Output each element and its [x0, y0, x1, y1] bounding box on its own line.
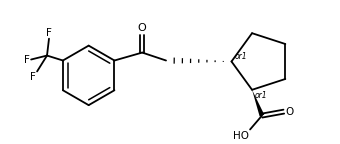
Text: F: F [46, 28, 52, 38]
Text: or1: or1 [235, 52, 247, 60]
Polygon shape [252, 90, 264, 116]
Text: or1: or1 [255, 91, 268, 100]
Text: F: F [24, 55, 30, 65]
Text: HO: HO [233, 131, 249, 141]
Text: F: F [30, 72, 36, 82]
Text: O: O [286, 107, 294, 117]
Text: O: O [138, 23, 147, 33]
